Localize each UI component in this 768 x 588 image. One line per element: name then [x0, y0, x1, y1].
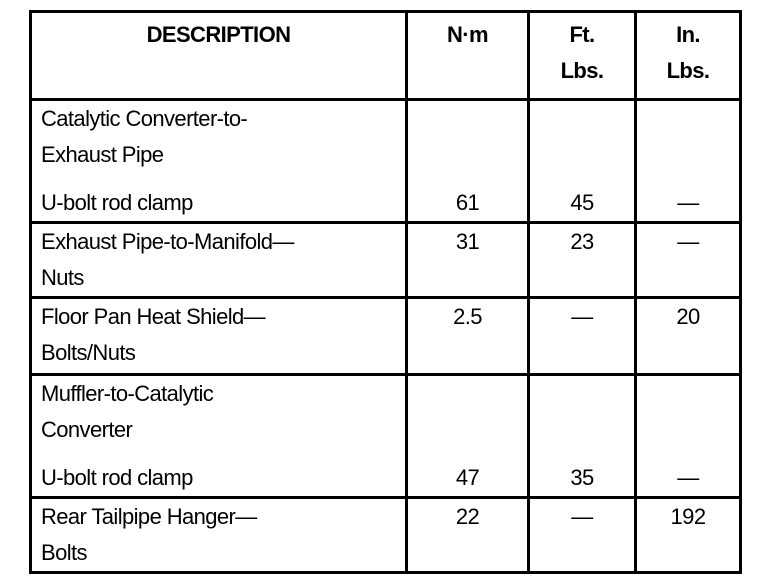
table-row: Catalytic Converter-to- Exhaust Pipe U-b…	[29, 98, 742, 224]
description-cell: Rear Tailpipe Hanger— Bolts	[29, 496, 408, 574]
nm-cell: 2.5	[405, 296, 530, 376]
in-lbs-cell: —	[634, 221, 742, 299]
ft-lbs-cell: —	[527, 496, 637, 574]
nm-cell: 47	[405, 373, 530, 499]
ft-lbs-cell: 23	[527, 221, 637, 299]
ft-lbs-cell: 35	[527, 373, 637, 499]
nm-cell: 31	[405, 221, 530, 299]
header-description: DESCRIPTION	[29, 10, 408, 101]
table-row: Muffler-to-Catalytic Converter U-bolt ro…	[29, 373, 742, 499]
header-in-lbs: In. Lbs.	[634, 10, 742, 101]
torque-specifications-table: DESCRIPTION N·m Ft. Lbs. In. Lbs. Catalyti…	[29, 10, 742, 574]
header-row: DESCRIPTION N·m Ft. Lbs. In. Lbs.	[29, 10, 742, 101]
in-lbs-cell: 20	[634, 296, 742, 376]
in-lbs-cell: —	[634, 98, 742, 224]
in-lbs-cell: —	[634, 373, 742, 499]
ft-lbs-cell: —	[527, 296, 637, 376]
in-lbs-cell: 192	[634, 496, 742, 574]
table-row: Rear Tailpipe Hanger— Bolts 22 — 192	[29, 496, 742, 574]
table-row: Exhaust Pipe-to-Manifold— Nuts 31 23 —	[29, 221, 742, 299]
nm-cell: 61	[405, 98, 530, 224]
header-ft-lbs: Ft. Lbs.	[527, 10, 637, 101]
ft-lbs-cell: 45	[527, 98, 637, 224]
description-cell: Muffler-to-Catalytic Converter U-bolt ro…	[29, 373, 408, 499]
description-cell: Floor Pan Heat Shield— Bolts/Nuts	[29, 296, 408, 376]
description-cell: Exhaust Pipe-to-Manifold— Nuts	[29, 221, 408, 299]
nm-cell: 22	[405, 496, 530, 574]
description-cell: Catalytic Converter-to- Exhaust Pipe U-b…	[29, 98, 408, 224]
table-row: Floor Pan Heat Shield— Bolts/Nuts 2.5 — 2…	[29, 296, 742, 376]
header-nm: N·m	[405, 10, 530, 101]
